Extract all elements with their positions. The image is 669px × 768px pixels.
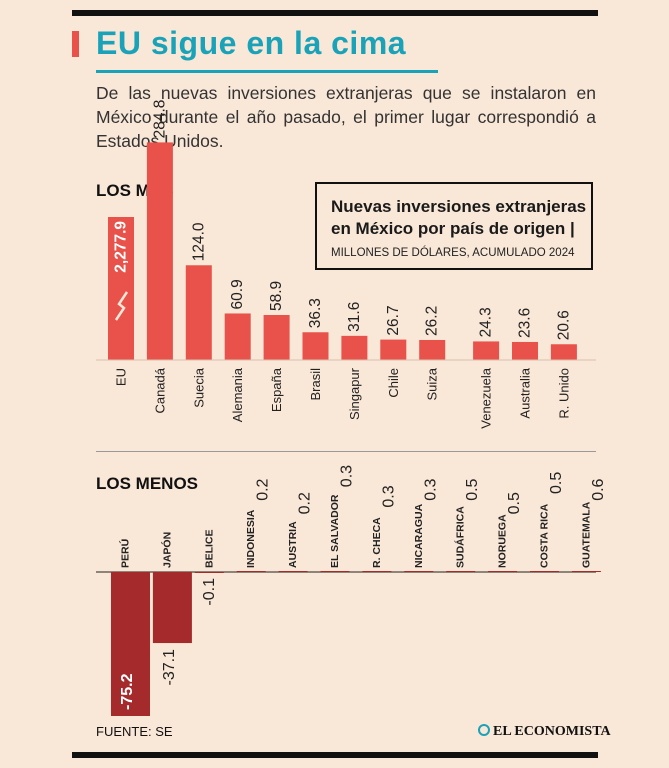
bar-belice [194, 572, 224, 573]
category-label-peru: PERÚ [119, 539, 132, 568]
value-label-peru: -75.2 [119, 673, 136, 710]
value-label-espana: 58.9 [268, 281, 285, 311]
value-label-alemania: 60.9 [229, 279, 246, 309]
value-label-canada: 284.8 [151, 100, 168, 139]
category-label-sudafrica: SUDÁFRICA [454, 506, 467, 568]
bottom-bar-chart: PERÚ -75.2 JAPÓN -37.1 BELICE -0.1 INDONESIA 0.… [96, 465, 607, 716]
value-label-suecia: 124.0 [190, 222, 207, 261]
bar-guatemala [571, 571, 601, 572]
value-label-costa-rica: 0.5 [548, 472, 565, 494]
bar-peru [111, 572, 150, 716]
legend-unit: MILLONES DE DÓLARES, ACUMULADO 2024 [331, 247, 575, 259]
category-label-guatemala: GUATEMALA [580, 501, 592, 568]
value-label-noruega: 0.5 [506, 492, 523, 514]
title-underline [96, 70, 438, 73]
bar-el-salvador [320, 571, 350, 572]
category-label-suecia: Suecia [191, 367, 206, 408]
value-label-r-unido: 20.6 [555, 310, 572, 340]
value-label-brasil: 36.3 [307, 298, 324, 328]
category-label-canada: Canadá [152, 367, 167, 413]
value-label-australia: 23.6 [517, 308, 534, 338]
category-label-nicaragua: NICARAGUA [413, 503, 425, 568]
value-label-japon: -37.1 [161, 649, 178, 686]
value-label-guatemala: 0.6 [590, 478, 607, 500]
bar-costa-rica [530, 571, 559, 572]
bar-alemania [224, 313, 251, 360]
bar-r-unido [550, 344, 577, 360]
value-label-singapur: 31.6 [346, 302, 363, 332]
legend-box: Nuevas inversiones extranjeras en México… [315, 182, 593, 270]
category-label-r-unido: R. Unido [556, 368, 571, 419]
section-divider [96, 451, 596, 452]
title-accent [72, 31, 79, 57]
bar-eu [108, 217, 134, 360]
value-label-indonesia: 0.2 [255, 478, 272, 500]
value-label-chile: 26.7 [385, 305, 402, 335]
value-label-nicaragua: 0.3 [422, 478, 439, 500]
bar-chile [380, 339, 407, 360]
bar-suecia [185, 265, 212, 360]
bar-austria [278, 571, 308, 572]
category-label-brasil: Brasil [308, 368, 323, 401]
category-label-costa-rica: COSTA RICA [539, 503, 551, 568]
bar-australia [512, 341, 538, 360]
chart-title: EU sigue en la cima [96, 25, 407, 61]
bar-espana [263, 315, 290, 360]
category-label-singapur: Singapur [347, 367, 362, 420]
top-rule [72, 10, 598, 16]
bar-canada [146, 142, 173, 360]
top-bar-chart: 2,277.9 EU 284.8 Canadá 124.0 Suecia 60.9 Alema… [96, 100, 596, 429]
value-label-suiza: 26.2 [424, 306, 441, 336]
category-label-belice: BELICE [203, 529, 215, 568]
value-label-eu: 2,277.9 [113, 221, 130, 273]
bar-singapur [341, 335, 368, 360]
bar-r-checa [362, 571, 392, 572]
chart-subtitle: De las nuevas inversiones extranjeras qu… [96, 83, 596, 151]
axis-break-mark [114, 291, 129, 321]
legend-title: Nuevas inversiones extranjeras en México… [331, 197, 587, 238]
brand-name: EL ECONOMISTA [493, 724, 611, 739]
category-label-japon: JAPÓN [160, 532, 173, 568]
brand-logo-icon [478, 724, 490, 736]
value-label-austria: 0.2 [297, 492, 314, 514]
bottom-section-title: LOS MENOS [96, 474, 199, 493]
source-note: FUENTE: SE [96, 724, 173, 739]
bar-noruega [488, 571, 518, 572]
value-label-belice: -0.1 [201, 578, 218, 606]
category-label-el-salvador: EL SALVADOR [329, 494, 341, 568]
bar-sudafrica [446, 571, 476, 572]
category-label-chile: Chile [386, 368, 401, 398]
bottom-rule [72, 752, 598, 758]
category-label-r-checa: R. CHECA [371, 517, 383, 568]
value-label-r-checa: 0.3 [380, 485, 397, 507]
bar-nicaragua [404, 571, 434, 572]
category-label-noruega: NORUEGA [497, 514, 509, 568]
bar-indonesia [236, 571, 266, 572]
bar-japon [152, 572, 192, 644]
category-label-austria: AUSTRIA [287, 521, 299, 568]
brand-logo: EL ECONOMISTA [478, 724, 611, 740]
value-label-sudafrica: 0.5 [464, 478, 481, 500]
value-label-venezuela: 24.3 [478, 307, 495, 337]
category-label-indonesia: INDONESIA [245, 509, 257, 568]
category-label-venezuela: Venezuela [479, 367, 494, 428]
bar-venezuela [473, 341, 500, 360]
category-label-australia: Australia [518, 367, 533, 418]
category-label-eu: EU [114, 368, 129, 386]
bar-brasil [302, 332, 329, 360]
category-label-espana: España [269, 367, 284, 412]
value-label-el-salvador: 0.3 [339, 465, 356, 487]
category-label-suiza: Suiza [425, 367, 440, 400]
bar-suiza [419, 339, 446, 360]
category-label-alemania: Alemania [230, 367, 245, 422]
